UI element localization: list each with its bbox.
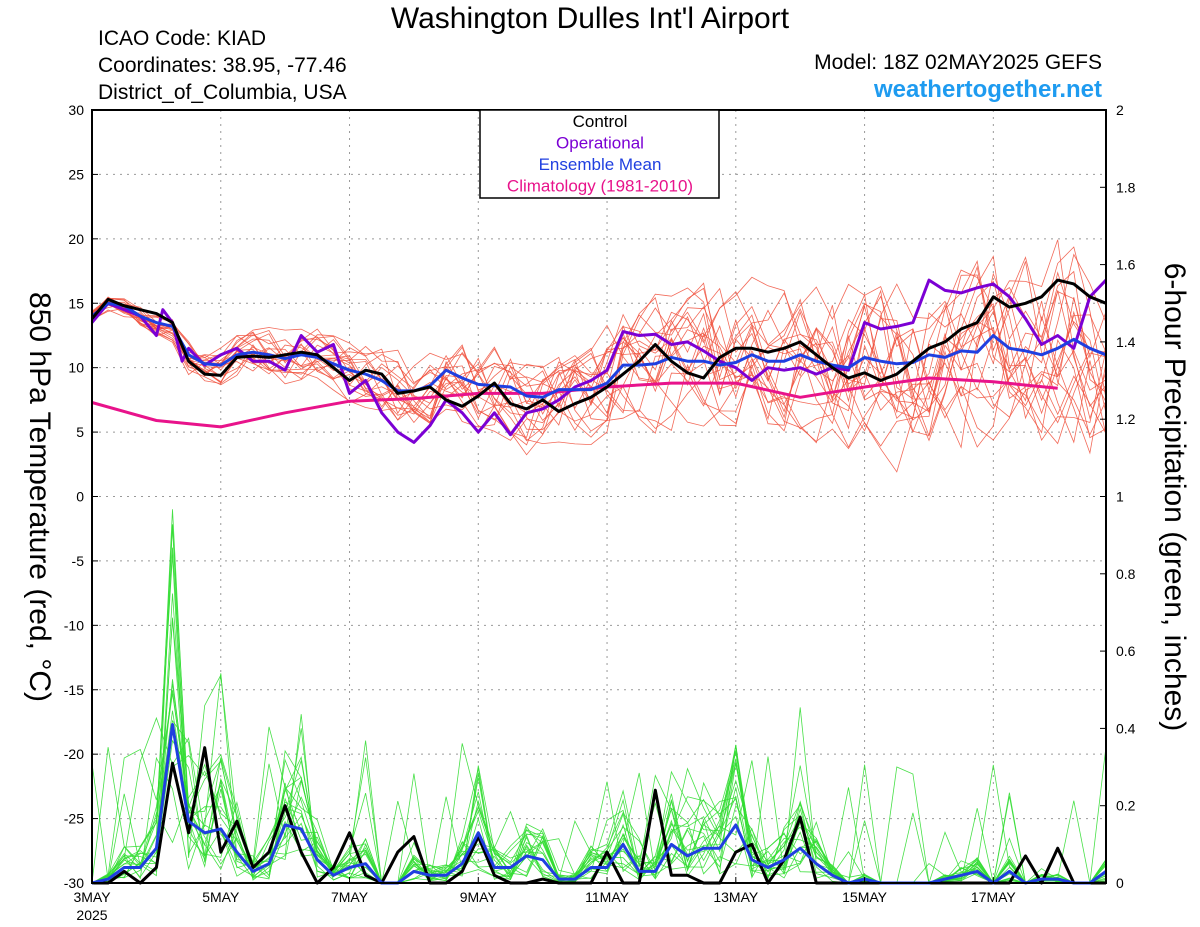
- legend-entry: Ensemble Mean: [539, 155, 662, 174]
- right-tick-label: 1.2: [1116, 411, 1136, 427]
- legend-entry: Operational: [556, 134, 644, 153]
- right-tick-label: 2: [1116, 102, 1124, 118]
- left-tick-label: 0: [76, 489, 84, 505]
- left-tick-label: 15: [68, 295, 84, 311]
- left-tick-label: 20: [68, 231, 84, 247]
- left-tick-label: -25: [64, 811, 84, 827]
- right-axis-label: 6-hour Precipitation (green, inches): [1158, 263, 1191, 732]
- member-temp-line: [91, 298, 1107, 473]
- right-tick-label: 1.4: [1116, 334, 1136, 350]
- member-temp-line: [91, 255, 1107, 455]
- region: District_of_Columbia, USA: [98, 81, 347, 104]
- legend-entry: Control: [573, 112, 628, 131]
- x-tick-label: 11MAY: [585, 889, 629, 905]
- right-tick-label: 1.8: [1116, 179, 1136, 195]
- member-temp-line: [91, 280, 1107, 450]
- legend: Control Operational Ensemble Mean Climatolo…: [479, 109, 720, 199]
- chart-title: Washington Dulles Int'l Airport: [390, 2, 790, 35]
- site-name: weathertogether.net: [873, 76, 1102, 103]
- member-precip-line: [91, 525, 1107, 884]
- x-tick-label: 15MAY: [842, 889, 888, 905]
- right-tick-label: 0: [1116, 875, 1124, 891]
- right-tick-label: 1.6: [1116, 257, 1136, 273]
- left-tick-label: 30: [68, 102, 84, 118]
- member-temp-line: [91, 253, 1107, 432]
- precip-ensemble-mean-line: [91, 723, 1107, 885]
- left-tick-label: -20: [64, 746, 84, 762]
- temp-operational-line: [90, 278, 1108, 444]
- axis-ticks: 302520151050-5-10-15-20-25-3021.81.61.41…: [64, 102, 1136, 923]
- right-tick-label: 0.2: [1116, 798, 1136, 814]
- x-tick-label: 7MAY: [331, 889, 369, 905]
- legend-box: [479, 109, 720, 199]
- x-tick-label: 3MAY: [73, 889, 111, 905]
- x-tick-label: 13MAY: [713, 889, 759, 905]
- temp-control-line: [90, 278, 1107, 413]
- left-tick-label: -30: [64, 875, 84, 891]
- x-tick-label: 17MAY: [971, 889, 1017, 905]
- member-precip-line: [91, 710, 1107, 885]
- member-temp-line: [91, 260, 1107, 444]
- temp-ensemble-mean-line: [91, 301, 1107, 399]
- member-precip-line: [91, 524, 1107, 884]
- right-tick-label: 0.8: [1116, 566, 1136, 582]
- member-precip-line: [91, 509, 1107, 884]
- x-tick-label: 9MAY: [460, 889, 498, 905]
- left-tick-label: -15: [64, 682, 84, 698]
- coordinates: Coordinates: 38.95, -77.46: [98, 54, 347, 77]
- left-tick-label: 25: [68, 166, 84, 182]
- member-temp-line: [91, 246, 1107, 444]
- right-tick-label: 0.4: [1116, 720, 1136, 736]
- member-temp-line: [91, 287, 1107, 448]
- model-run: Model: 18Z 02MAY2025 GEFS: [814, 51, 1102, 74]
- left-tick-label: 5: [76, 424, 84, 440]
- left-tick-label: -10: [64, 617, 84, 633]
- member-temp-line: [91, 239, 1107, 441]
- legend-entry: Climatology (1981-2010): [507, 177, 693, 196]
- icao-code: ICAO Code: KIAD: [98, 27, 267, 50]
- left-tick-label: -5: [72, 553, 85, 569]
- left-axis-label: 850 hPa Temperature (red, °C): [23, 292, 56, 702]
- member-temp-line: [91, 287, 1107, 438]
- member-temp-line: [91, 283, 1107, 442]
- x-year-label: 2025: [76, 907, 107, 923]
- right-tick-label: 0.6: [1116, 643, 1136, 659]
- x-tick-label: 5MAY: [202, 889, 240, 905]
- left-tick-label: 10: [68, 360, 84, 376]
- grid-lines: [91, 109, 1106, 884]
- right-tick-label: 1: [1116, 489, 1124, 505]
